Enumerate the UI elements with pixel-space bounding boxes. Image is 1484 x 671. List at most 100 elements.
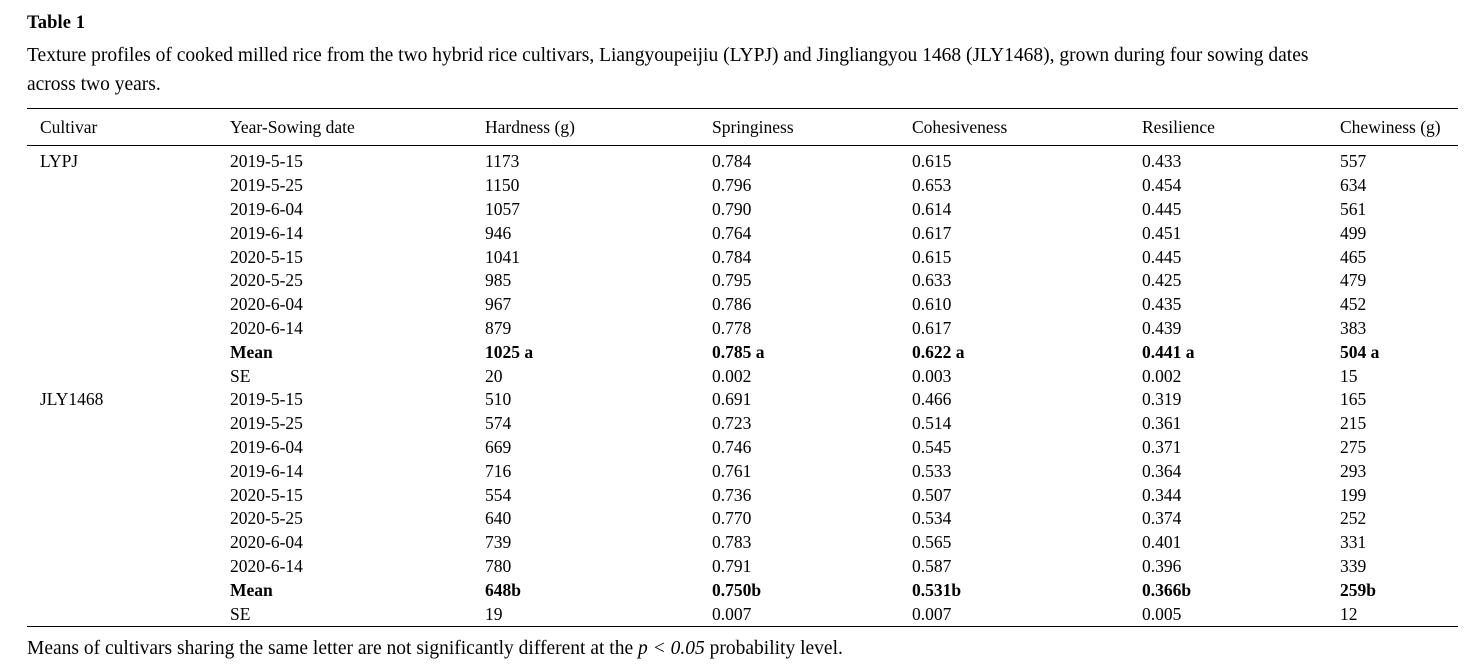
- cell-chewiness: 504 a: [1340, 341, 1380, 362]
- cell-hardness: 716: [485, 460, 512, 481]
- cell-springiness: 0.791: [712, 555, 752, 576]
- cell-year-sowing-date: 2019-5-25: [230, 413, 303, 434]
- table-footnote: Means of cultivars sharing the same lett…: [27, 638, 1458, 660]
- cell-cohesiveness: 0.514: [912, 413, 952, 434]
- table-row: 2020-6-04 739 0.783 0.565 0.401 331: [27, 531, 1458, 555]
- caption-line-1: Texture profiles of cooked milled rice f…: [27, 45, 1309, 66]
- cell-year-sowing-date: 2020-6-14: [230, 317, 303, 338]
- cell-cohesiveness: 0.610: [912, 294, 952, 315]
- cell-year-sowing-date: 2020-6-14: [230, 555, 303, 576]
- cell-springiness: 0.746: [712, 436, 752, 457]
- table-row: 2019-6-04 1057 0.790 0.614 0.445 561: [27, 198, 1458, 222]
- cell-resilience: 0.454: [1142, 175, 1182, 196]
- cell-cohesiveness: 0.633: [912, 270, 952, 291]
- column-header-cultivar: Cultivar: [27, 108, 230, 146]
- cell-resilience: 0.371: [1142, 436, 1182, 457]
- table-row: SE 20 0.002 0.003 0.002 15: [27, 364, 1458, 388]
- cell-chewiness: 479: [1340, 270, 1367, 291]
- cell-springiness: 0.778: [712, 317, 752, 338]
- cell-hardness: 780: [485, 555, 512, 576]
- cell-hardness: 1150: [485, 175, 520, 196]
- cell-resilience: 0.425: [1142, 270, 1182, 291]
- table-row: Mean 648b 0.750b 0.531b 0.366b 259b: [27, 578, 1458, 602]
- cell-chewiness: 557: [1340, 151, 1367, 172]
- cell-hardness: 985: [485, 270, 512, 291]
- cell-hardness: 1041: [485, 246, 520, 267]
- cell-resilience: 0.445: [1142, 198, 1182, 219]
- cell-year-sowing-date: 2020-5-15: [230, 246, 303, 267]
- cell-year-sowing-date: 2020-5-25: [230, 270, 303, 291]
- table-row: 2019-5-25 1150 0.796 0.653 0.454 634: [27, 174, 1458, 198]
- cell-cohesiveness: 0.617: [912, 317, 952, 338]
- table-row: 2020-5-15 1041 0.784 0.615 0.445 465: [27, 245, 1458, 269]
- footnote-text-after: probability level.: [704, 637, 843, 659]
- cell-springiness: 0.783: [712, 532, 752, 553]
- cell-springiness: 0.790: [712, 198, 752, 219]
- cell-resilience: 0.002: [1142, 365, 1182, 386]
- cell-cultivar: [27, 602, 230, 626]
- cell-chewiness: 199: [1340, 484, 1367, 505]
- footnote-text-before: Means of cultivars sharing the same lett…: [27, 637, 638, 659]
- cell-hardness: 1057: [485, 198, 520, 219]
- cell-hardness: 967: [485, 294, 512, 315]
- cell-resilience: 0.344: [1142, 484, 1182, 505]
- cell-cultivar: [27, 364, 230, 388]
- cell-cohesiveness: 0.507: [912, 484, 952, 505]
- cell-chewiness: 252: [1340, 508, 1367, 529]
- cell-cultivar: [27, 578, 230, 602]
- cell-cohesiveness: 0.653: [912, 175, 952, 196]
- table-header: Cultivar Year-Sowing date Hardness (g) S…: [27, 108, 1458, 146]
- cell-cultivar: [27, 317, 230, 341]
- cell-hardness: 574: [485, 413, 512, 434]
- cell-springiness: 0.796: [712, 175, 752, 196]
- cell-year-sowing-date: 2019-5-15: [230, 389, 303, 410]
- column-header-chewiness: Chewiness (g): [1340, 108, 1458, 146]
- column-header-year-sowing-date: Year-Sowing date: [230, 108, 485, 146]
- cell-resilience: 0.445: [1142, 246, 1182, 267]
- column-header-hardness: Hardness (g): [485, 108, 712, 146]
- cell-resilience: 0.396: [1142, 555, 1182, 576]
- table-row: 2019-6-14 946 0.764 0.617 0.451 499: [27, 221, 1458, 245]
- cell-springiness: 0.723: [712, 413, 752, 434]
- cell-hardness: 640: [485, 508, 512, 529]
- column-header-cohesiveness: Cohesiveness: [912, 108, 1142, 146]
- cell-chewiness: 12: [1340, 603, 1358, 624]
- cell-resilience: 0.364: [1142, 460, 1182, 481]
- cell-cohesiveness: 0.534: [912, 508, 952, 529]
- cell-resilience: 0.361: [1142, 413, 1182, 434]
- cell-hardness: 879: [485, 317, 512, 338]
- cell-cohesiveness: 0.622 a: [912, 341, 965, 362]
- cell-resilience: 0.319: [1142, 389, 1182, 410]
- cell-chewiness: 383: [1340, 317, 1367, 338]
- cell-cultivar: [27, 293, 230, 317]
- cell-year-sowing-date: 2019-6-14: [230, 460, 303, 481]
- table-row: 2020-5-25 640 0.770 0.534 0.374 252: [27, 507, 1458, 531]
- cell-cultivar: [27, 412, 230, 436]
- cell-hardness: 20: [485, 365, 503, 386]
- cell-cohesiveness: 0.531b: [912, 579, 962, 600]
- cell-year-sowing-date: Mean: [230, 579, 273, 600]
- column-header-resilience: Resilience: [1142, 108, 1340, 146]
- cell-hardness: 648b: [485, 579, 521, 600]
- cell-year-sowing-date: SE: [230, 365, 251, 386]
- cell-chewiness: 165: [1340, 389, 1367, 410]
- cell-cohesiveness: 0.003: [912, 365, 952, 386]
- table-row: Mean 1025 a 0.785 a 0.622 a 0.441 a 504 …: [27, 340, 1458, 364]
- cell-year-sowing-date: 2019-6-14: [230, 222, 303, 243]
- cell-springiness: 0.770: [712, 508, 752, 529]
- cell-hardness: 1025 a: [485, 341, 534, 362]
- cell-chewiness: 293: [1340, 460, 1367, 481]
- cell-springiness: 0.691: [712, 389, 752, 410]
- cell-hardness: 554: [485, 484, 512, 505]
- cell-hardness: 946: [485, 222, 512, 243]
- cell-springiness: 0.750b: [712, 579, 762, 600]
- cell-springiness: 0.761: [712, 460, 752, 481]
- cell-resilience: 0.441 a: [1142, 341, 1195, 362]
- table-row: 2020-6-14 879 0.778 0.617 0.439 383: [27, 317, 1458, 341]
- cell-year-sowing-date: 2020-5-25: [230, 508, 303, 529]
- cell-year-sowing-date: 2019-6-04: [230, 436, 303, 457]
- cell-cohesiveness: 0.466: [912, 389, 952, 410]
- cell-cohesiveness: 0.007: [912, 603, 952, 624]
- cell-cultivar: [27, 221, 230, 245]
